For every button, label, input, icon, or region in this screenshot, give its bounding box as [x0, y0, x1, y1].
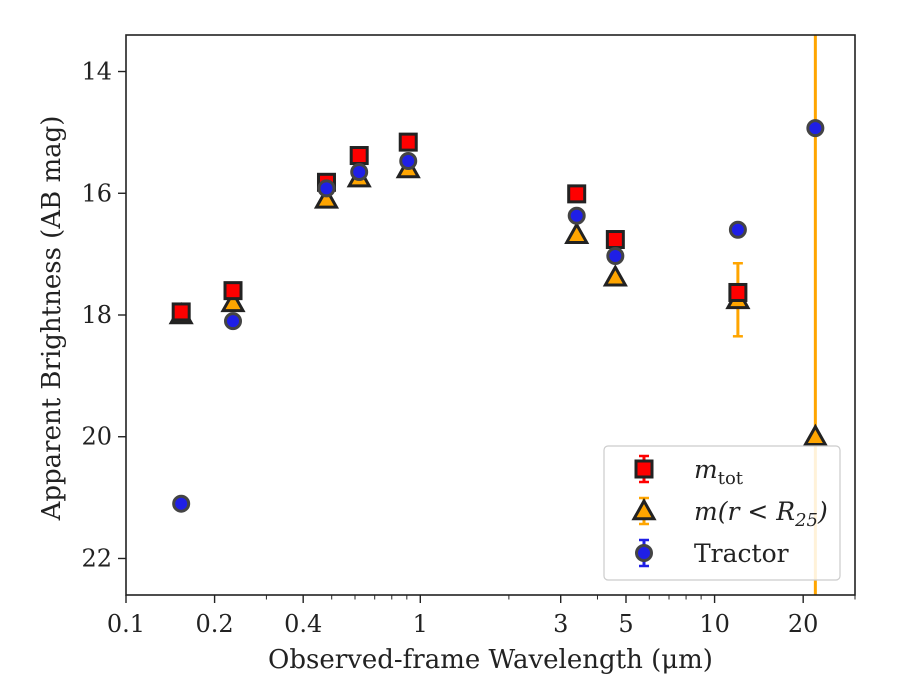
x-tick-label: 0.1	[107, 610, 145, 638]
tractor-point	[806, 119, 825, 138]
legend-entry-tractor: Tractor	[635, 538, 789, 568]
series-tractor	[172, 119, 825, 513]
x-tick-label: 0.4	[284, 610, 322, 638]
m-tot-point	[728, 282, 748, 302]
legend-marker	[631, 497, 657, 521]
x-tick-label: 5	[618, 610, 633, 638]
tractor-point	[224, 312, 243, 331]
legend-entry-m-r25: m(r < R25)	[631, 496, 828, 531]
m-tot-point	[605, 230, 625, 250]
m-r25-point	[602, 264, 628, 287]
m-tot-point	[398, 132, 418, 152]
m-r25-point	[220, 289, 246, 313]
legend-entry-m-tot: mtot	[634, 454, 744, 489]
tractor-point	[317, 179, 336, 198]
tractor-point	[606, 246, 625, 265]
tractor-point	[172, 494, 191, 513]
legend-label: m(r < R25)	[694, 497, 828, 531]
y-tick-label: 20	[81, 423, 112, 451]
legend-marker	[634, 459, 654, 479]
tractor-point	[350, 162, 369, 181]
m-tot-point	[171, 302, 191, 322]
m-tot-point	[567, 184, 587, 204]
x-tick-label: 1	[413, 610, 428, 638]
data-layer	[168, 35, 828, 595]
ticks-layer: 0.1 0.2 0.4 1 3 5 10 20 14 16 18 20 22	[81, 58, 856, 638]
series-m-tot	[171, 132, 748, 322]
tractor-point	[399, 152, 418, 170]
m-r25-point	[802, 423, 828, 447]
legend-label: mtot	[694, 455, 744, 489]
tractor-point	[567, 206, 586, 225]
tractor-point	[728, 220, 747, 239]
y-tick-label: 22	[81, 544, 112, 572]
legend-label: Tractor	[694, 539, 789, 568]
legend-marker	[635, 544, 653, 562]
m-r25-point	[564, 221, 590, 244]
x-axis-label: Observed-frame Wavelength (μm)	[268, 645, 713, 675]
x-tick-label: 10	[699, 610, 730, 638]
legend-box	[603, 445, 841, 581]
y-tick-label: 18	[81, 301, 112, 329]
y-tick-label: 14	[81, 58, 112, 86]
legend: mtot m(r < R25) Tractor	[603, 445, 841, 581]
x-tick-label: 0.2	[196, 610, 234, 638]
y-tick-label: 16	[81, 179, 112, 207]
m-tot-point	[349, 146, 369, 166]
m-r25-point	[313, 186, 340, 209]
x-tick-label: 3	[553, 610, 568, 638]
y-axis-label: Apparent Brightness (AB mag)	[37, 116, 67, 522]
x-tick-label: 20	[788, 610, 819, 638]
m-tot-point	[223, 281, 243, 301]
